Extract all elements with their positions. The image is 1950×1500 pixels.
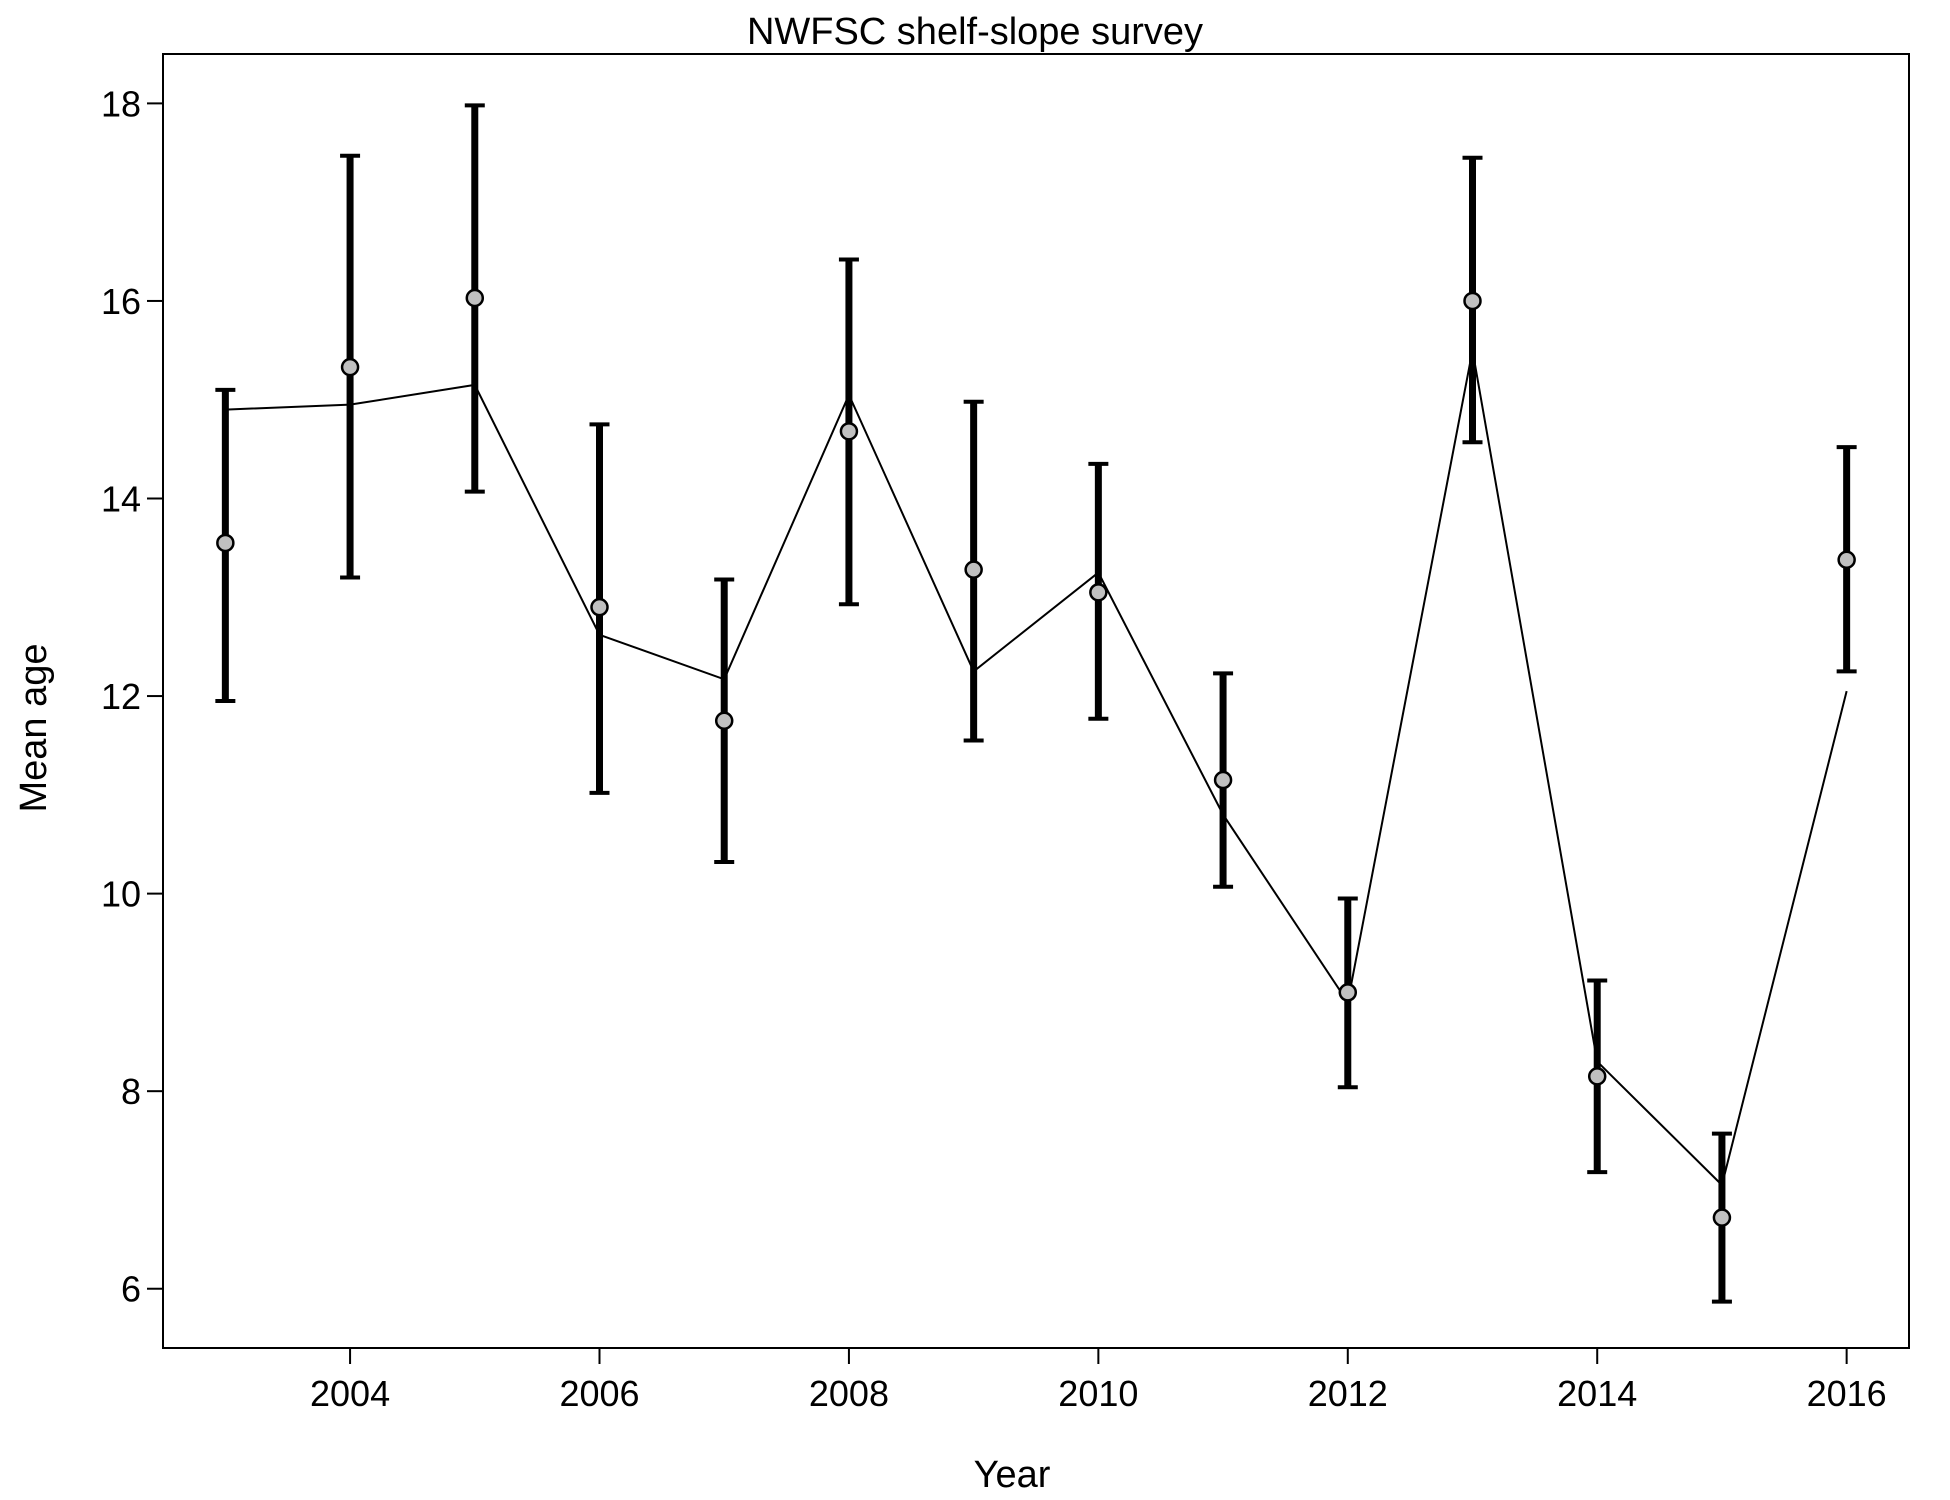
- observed-point: [590, 597, 609, 617]
- observed-point: [1837, 550, 1856, 569]
- error-bars: [215, 103, 1857, 1304]
- plot-frame: [162, 53, 1910, 1349]
- x-axis-title: Year: [974, 1454, 1051, 1496]
- x-tick-label: 2016: [1807, 1373, 1887, 1414]
- expected-series-line: [225, 350, 1848, 1187]
- y-tick-label: 6: [121, 1269, 141, 1310]
- y-tick-label: 8: [121, 1071, 141, 1112]
- y-tick-label: 10: [101, 874, 141, 915]
- x-tick-label: 2008: [809, 1373, 889, 1414]
- observed-point: [1587, 1067, 1607, 1086]
- y-tick-label: 16: [101, 281, 141, 322]
- y-tick-label: 18: [101, 83, 141, 124]
- x-tick-label: 2012: [1308, 1373, 1388, 1414]
- chart-title: NWFSC shelf-slope survey: [747, 11, 1203, 53]
- observed-point: [714, 711, 734, 731]
- observed-point: [1338, 983, 1358, 1002]
- observed-point: [340, 357, 360, 377]
- observed-point: [1463, 291, 1482, 311]
- observed-point: [1213, 770, 1233, 790]
- y-tick-label: 12: [101, 676, 141, 717]
- x-tick-label: 2004: [310, 1373, 390, 1414]
- y-tick-label: 14: [101, 479, 141, 520]
- observed-point: [216, 533, 235, 553]
- observed-points: [216, 288, 1856, 1227]
- observed-point: [964, 560, 983, 579]
- x-tick-label: 2006: [559, 1373, 639, 1414]
- y-axis: 6 8 10 12 14 16 18: [101, 83, 163, 1310]
- observed-point: [465, 288, 485, 308]
- x-axis: 2004 2006 2008 2010 2012 2014 2016: [310, 1348, 1887, 1414]
- y-axis-title: Mean age: [13, 643, 55, 812]
- x-tick-label: 2010: [1058, 1373, 1138, 1414]
- observed-point: [839, 422, 859, 441]
- x-tick-label: 2014: [1557, 1373, 1637, 1414]
- observed-point: [1712, 1208, 1732, 1227]
- expected-line-group: [225, 350, 1848, 1187]
- observed-point: [1089, 583, 1108, 602]
